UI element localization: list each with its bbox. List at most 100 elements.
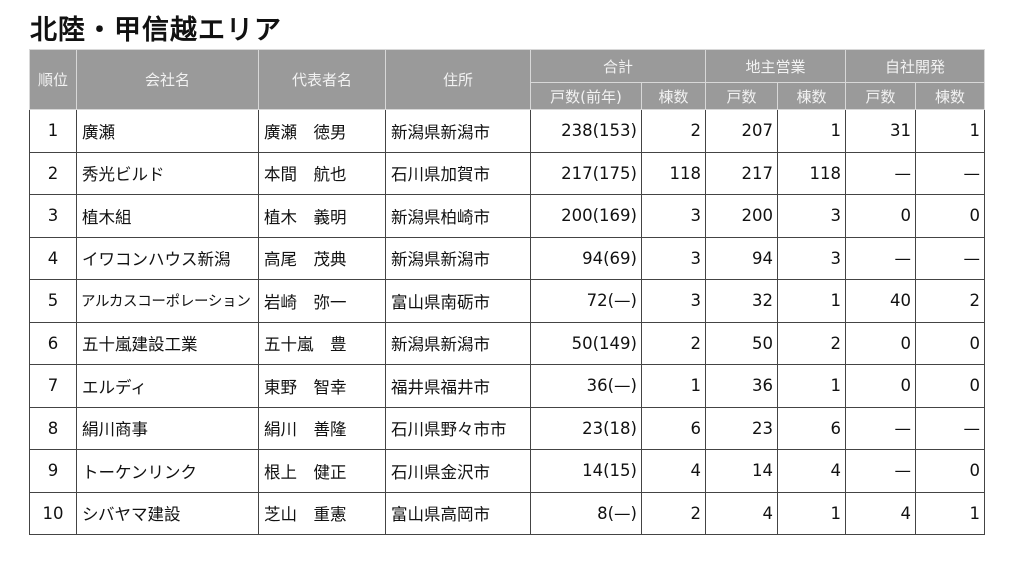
page-title: 北陸・甲信越エリア: [30, 15, 282, 46]
self-buildings-cell: 1: [915, 109, 986, 153]
self-buildings-cell: —: [915, 151, 986, 195]
representative-cell: 岩崎 弥一: [258, 279, 386, 323]
land-units-cell: 32: [705, 279, 779, 323]
total-buildings-cell: 3: [640, 279, 707, 323]
header-total: 合計: [529, 49, 707, 83]
total-buildings-cell: 2: [640, 321, 707, 365]
total-units-cell: 72(—): [530, 279, 642, 323]
total-units-cell: 238(153): [530, 109, 642, 153]
address-cell: 福井県福井市: [385, 364, 531, 408]
company-cell: トーケンリンク: [76, 449, 259, 493]
representative-cell: 根上 健正: [258, 449, 386, 493]
land-units-cell: 207: [705, 109, 779, 153]
land-units-cell: 23: [705, 406, 779, 450]
address-cell: 石川県野々市市: [385, 406, 531, 450]
total-buildings-cell: 2: [640, 491, 707, 535]
address-cell: 新潟県新潟市: [385, 109, 531, 153]
header-self-development: 自社開発: [845, 49, 986, 83]
total-units-cell: 14(15): [530, 449, 642, 493]
total-buildings-cell: 2: [640, 109, 707, 153]
land-buildings-cell: 1: [777, 364, 847, 408]
ranking-table: 順位 会社名 代表者名 住所 合計 地主営業 自社開発 戸数(前年) 棟数 戸数…: [29, 49, 986, 535]
total-units-cell: 217(175): [530, 151, 642, 195]
company-cell: 廣瀬: [76, 109, 259, 153]
self-units-cell: —: [845, 236, 917, 280]
land-units-cell: 50: [705, 321, 779, 365]
total-units-cell: 50(149): [530, 321, 642, 365]
total-buildings-cell: 3: [640, 194, 707, 238]
land-buildings-cell: 6: [777, 406, 847, 450]
representative-cell: 植木 義明: [258, 194, 386, 238]
total-buildings-cell: 3: [640, 236, 707, 280]
total-buildings-cell: 118: [640, 151, 707, 195]
rank-cell: 4: [29, 236, 77, 280]
address-cell: 石川県金沢市: [385, 449, 531, 493]
self-units-cell: —: [845, 449, 917, 493]
self-units-cell: 0: [845, 321, 917, 365]
header-land-buildings: 棟数: [777, 82, 847, 110]
total-units-cell: 8(—): [530, 491, 642, 535]
total-units-cell: 36(—): [530, 364, 642, 408]
total-units-cell: 200(169): [530, 194, 642, 238]
total-units-cell: 94(69): [530, 236, 642, 280]
self-units-cell: 0: [845, 194, 917, 238]
land-buildings-cell: 3: [777, 194, 847, 238]
self-buildings-cell: 0: [915, 194, 986, 238]
land-buildings-cell: 2: [777, 321, 847, 365]
representative-cell: 絹川 善隆: [258, 406, 386, 450]
self-units-cell: 0: [845, 364, 917, 408]
company-cell: エルディ: [76, 364, 259, 408]
address-cell: 石川県加賀市: [385, 151, 531, 195]
company-cell: 五十嵐建設工業: [76, 321, 259, 365]
total-buildings-cell: 4: [640, 449, 707, 493]
table-row: 3 植木組 植木 義明 新潟県柏崎市 200(169) 3 200 3 0 0: [29, 194, 986, 238]
self-units-cell: 4: [845, 491, 917, 535]
self-buildings-cell: 0: [915, 449, 986, 493]
representative-cell: 五十嵐 豊: [258, 321, 386, 365]
representative-cell: 東野 智幸: [258, 364, 386, 408]
self-buildings-cell: —: [915, 236, 986, 280]
address-cell: 新潟県新潟市: [385, 236, 531, 280]
header-self-units: 戸数: [845, 82, 917, 110]
company-cell: 絹川商事: [76, 406, 259, 450]
address-cell: 新潟県新潟市: [385, 321, 531, 365]
table-row: 5 アルカスコーポレーション 岩崎 弥一 富山県南砺市 72(—) 3 32 1…: [29, 279, 986, 323]
representative-cell: 高尾 茂典: [258, 236, 386, 280]
self-buildings-cell: 2: [915, 279, 986, 323]
header-landowner: 地主営業: [705, 49, 847, 83]
company-cell: イワコンハウス新潟: [76, 236, 259, 280]
address-cell: 富山県南砺市: [385, 279, 531, 323]
header-address: 住所: [385, 49, 531, 110]
table-row: 7 エルディ 東野 智幸 福井県福井市 36(—) 1 36 1 0 0: [29, 364, 986, 408]
land-units-cell: 14: [705, 449, 779, 493]
rank-cell: 6: [29, 321, 77, 365]
self-units-cell: —: [845, 151, 917, 195]
self-units-cell: —: [845, 406, 917, 450]
land-buildings-cell: 3: [777, 236, 847, 280]
address-cell: 新潟県柏崎市: [385, 194, 531, 238]
representative-cell: 芝山 重憲: [258, 491, 386, 535]
rank-cell: 8: [29, 406, 77, 450]
table-row: 9 トーケンリンク 根上 健正 石川県金沢市 14(15) 4 14 4 — 0: [29, 449, 986, 493]
land-units-cell: 36: [705, 364, 779, 408]
rank-cell: 10: [29, 491, 77, 535]
land-units-cell: 217: [705, 151, 779, 195]
land-buildings-cell: 118: [777, 151, 847, 195]
header-total-buildings: 棟数: [640, 82, 707, 110]
total-buildings-cell: 1: [640, 364, 707, 408]
header-self-buildings: 棟数: [915, 82, 986, 110]
self-buildings-cell: 0: [915, 364, 986, 408]
land-units-cell: 4: [705, 491, 779, 535]
table-row: 6 五十嵐建設工業 五十嵐 豊 新潟県新潟市 50(149) 2 50 2 0 …: [29, 321, 986, 365]
representative-cell: 本間 航也: [258, 151, 386, 195]
rank-cell: 2: [29, 151, 77, 195]
table-row: 8 絹川商事 絹川 善隆 石川県野々市市 23(18) 6 23 6 — —: [29, 406, 986, 450]
rank-cell: 1: [29, 109, 77, 153]
header-land-units: 戸数: [705, 82, 779, 110]
header-rank: 順位: [29, 49, 77, 110]
table-row: 1 廣瀬 廣瀬 徳男 新潟県新潟市 238(153) 2 207 1 31 1: [29, 109, 986, 153]
header-company: 会社名: [76, 49, 259, 110]
self-buildings-cell: 0: [915, 321, 986, 365]
table-row: 4 イワコンハウス新潟 高尾 茂典 新潟県新潟市 94(69) 3 94 3 —…: [29, 236, 986, 280]
rank-cell: 5: [29, 279, 77, 323]
